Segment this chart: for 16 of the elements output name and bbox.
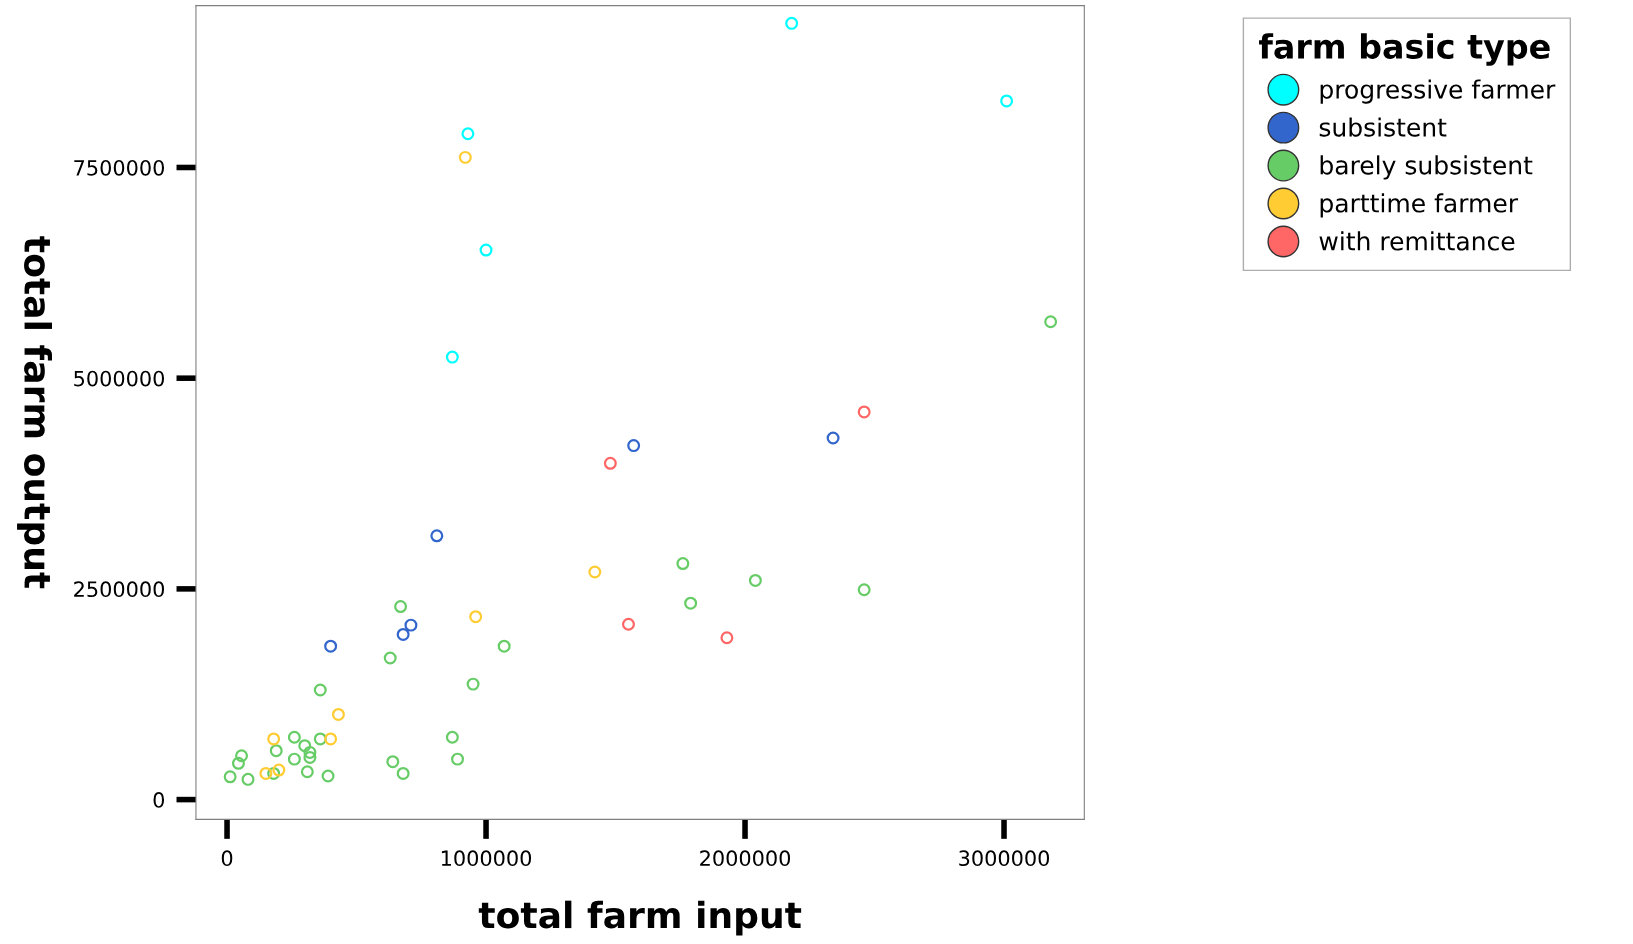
y-axis-title: total farm output bbox=[17, 236, 53, 589]
x-tick-label: 0 bbox=[221, 850, 233, 867]
legend-label: subsistent bbox=[1319, 117, 1447, 137]
y-tick-label: 2500000 bbox=[74, 581, 165, 598]
legend-title: farm basic type bbox=[1259, 33, 1550, 66]
legend-label: barely subsistent bbox=[1320, 155, 1533, 180]
x-axis-title: total farm input bbox=[478, 900, 802, 936]
legend-label: with remittance bbox=[1319, 231, 1515, 251]
x-tick-label: 2000000 bbox=[700, 850, 791, 867]
x-tick-label: 3000000 bbox=[959, 850, 1050, 867]
y-tick-label: 5000000 bbox=[74, 370, 165, 387]
x-tick-label: 1000000 bbox=[441, 850, 532, 867]
legend-label: parttime farmer bbox=[1320, 193, 1519, 218]
legend-label: progressive farmer bbox=[1320, 79, 1556, 104]
y-tick-label: 7500000 bbox=[74, 159, 165, 176]
y-tick-label: 0 bbox=[153, 792, 165, 808]
